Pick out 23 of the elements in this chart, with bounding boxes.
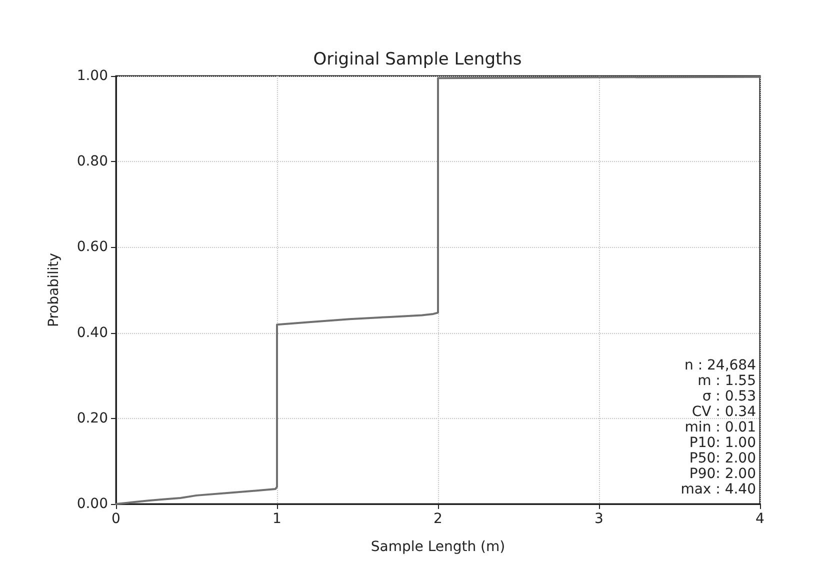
- y-tick-label: 0.60: [76, 239, 108, 256]
- annotation: P90: 2.00: [689, 466, 756, 482]
- y-tick-label: 0.20: [76, 410, 108, 426]
- annotation: P50: 2.00: [689, 450, 756, 466]
- y-tick-label: 0.00: [76, 496, 108, 512]
- x-tick-label: 3: [594, 511, 604, 527]
- x-tick-label: 2: [434, 511, 442, 527]
- y-tick-label: 0.80: [76, 154, 108, 170]
- annotation: min : 0.01: [684, 420, 756, 436]
- y-axis-title: Probability: [46, 252, 62, 328]
- annotation: CV : 0.34: [692, 404, 756, 420]
- y-tick-label: 1.00: [76, 68, 108, 84]
- x-tick-label: 4: [756, 511, 765, 527]
- y-tick-label: 0.40: [76, 324, 108, 341]
- chart-title: Original Sample Lengths: [313, 50, 522, 70]
- x-tick-label: 1: [272, 511, 282, 527]
- x-axis-title: Sample Length (m): [370, 539, 506, 555]
- annotation: P10: 1.00: [689, 435, 756, 451]
- annotation: max : 4.40: [680, 482, 756, 498]
- annotation: m : 1.55: [698, 373, 756, 389]
- annotation: σ : 0.53: [702, 388, 756, 404]
- x-tick-label: 0: [112, 511, 120, 527]
- annotation: n : 24,684: [684, 358, 756, 374]
